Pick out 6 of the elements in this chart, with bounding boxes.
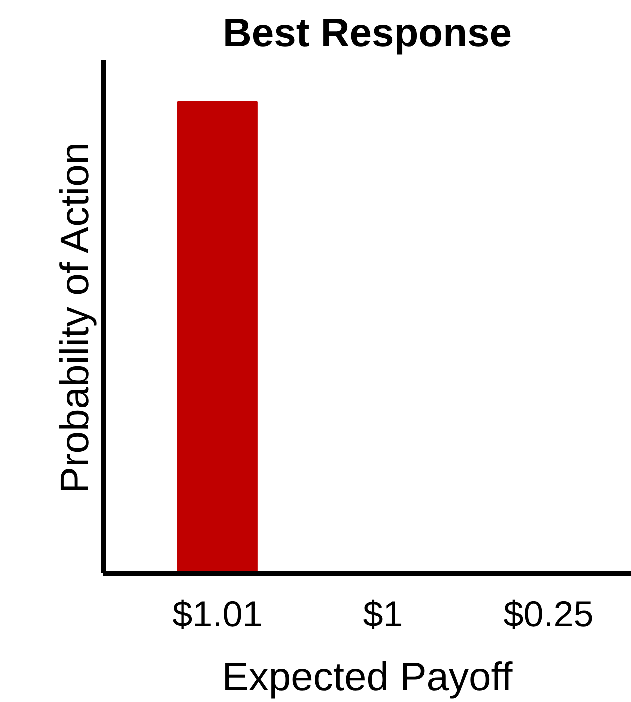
x-tick-label: $1 [363, 594, 404, 634]
x-tick-label: $0.25 [504, 594, 594, 634]
x-tick-label: $1.01 [172, 594, 263, 634]
chart-title: Best Response [223, 12, 512, 56]
y-axis-title: Probability of Action [54, 142, 98, 494]
x-axis-title: Expected Payoff [222, 656, 514, 700]
